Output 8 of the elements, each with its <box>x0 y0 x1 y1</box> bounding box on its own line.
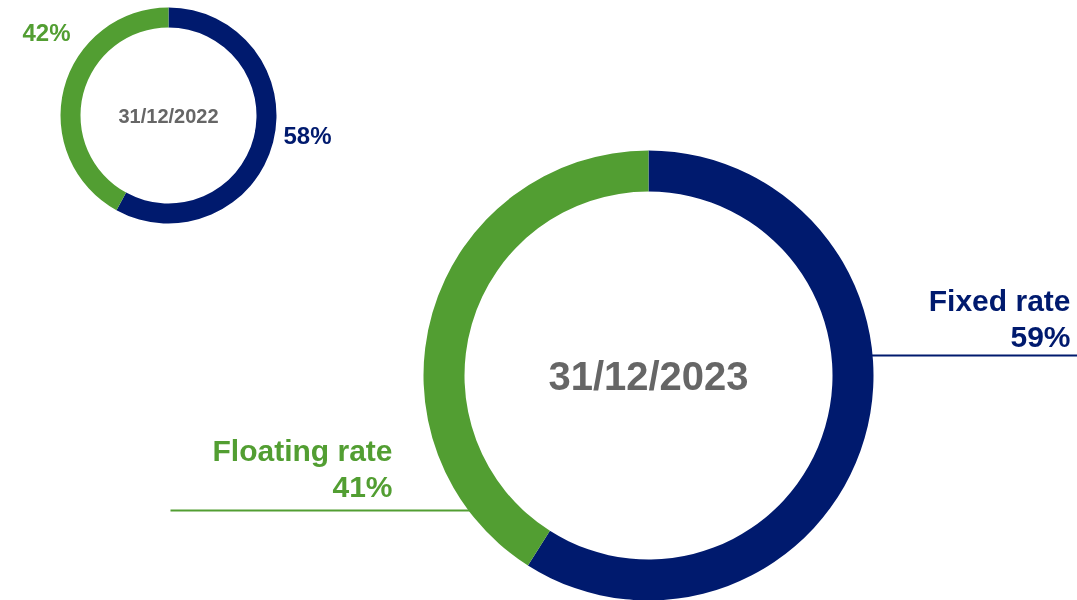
data-label: 59% <box>1010 320 1071 354</box>
data-label: 42% <box>22 19 71 46</box>
slice-label: Floating rate <box>212 433 393 467</box>
data-label: 58% <box>283 122 332 149</box>
text: 31/12/2022 <box>118 104 219 127</box>
text: 31/12/2023 <box>548 353 749 398</box>
data-label: 41% <box>332 470 393 504</box>
slice-label: Fixed rate <box>928 283 1071 317</box>
